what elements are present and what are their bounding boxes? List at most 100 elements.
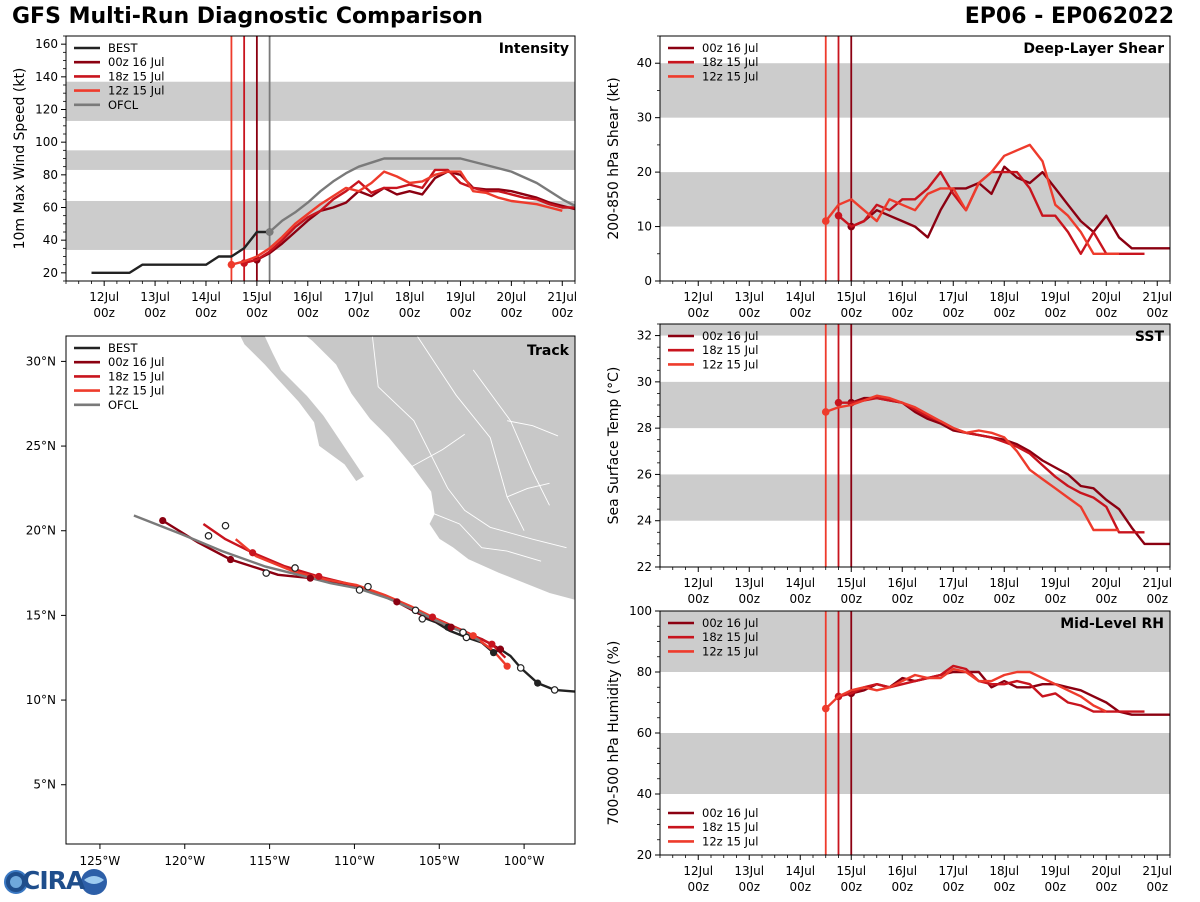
shear-band-1 (660, 63, 1170, 118)
intensity-xtick-label-top: 19Jul (446, 290, 476, 304)
rh-ytick-label: 80 (637, 665, 652, 679)
intensity-band-2 (66, 81, 575, 121)
intensity-ytick-label: 20 (43, 266, 58, 280)
sst-ytick-label: 26 (637, 467, 652, 481)
intensity-panel: 20 40 60 80 100 120 140 160 12Jul 00z 13Jul 00z 14Ju… (12, 35, 577, 320)
track-point-open (516, 664, 525, 672)
sst-xtick-label-top: 14Jul (785, 576, 815, 590)
rh-ytick-label: 20 (637, 848, 652, 862)
track-xtick-label: 105°W (419, 854, 460, 868)
shear-xtick-label-top: 15Jul (836, 290, 866, 304)
track-ytick-label: 5°N (33, 778, 56, 792)
intensity-xtick-label-bottom: 00z (144, 306, 166, 320)
track-ytick-label: 30°N (26, 354, 56, 368)
rh-ytick-label: 100 (629, 604, 652, 618)
sst-marker-2-0 (821, 408, 830, 416)
rh-xtick-label-bottom: 00z (687, 880, 709, 894)
sst-xtick-label-bottom: 00z (1095, 592, 1117, 606)
track-ytick-label: 20°N (26, 524, 56, 538)
shear-xtick-label-bottom: 00z (993, 306, 1015, 320)
rh-xtick-label-bottom: 00z (840, 880, 862, 894)
shear-xtick-label-bottom: 00z (1095, 306, 1117, 320)
sst-series-18z-15-jul (838, 396, 1145, 534)
intensity-ytick-label: 40 (43, 233, 58, 247)
track-point-open (550, 686, 559, 694)
rh-title: Mid-Level RH (1060, 616, 1164, 632)
sst-xtick-label-top: 21Jul (1142, 576, 1172, 590)
intensity-xtick-label-top: 17Jul (344, 290, 374, 304)
shear-ytick-label: 40 (637, 56, 652, 70)
shear-xtick-label-bottom: 00z (789, 306, 811, 320)
rh-xtick-label-bottom: 00z (942, 880, 964, 894)
rh-xtick-label-top: 12Jul (683, 864, 713, 878)
rh-plot-area (660, 611, 1170, 855)
sst-xtick-label-top: 19Jul (1040, 576, 1070, 590)
intensity-ytick-label: 80 (43, 168, 58, 182)
track-ytick-label: 15°N (26, 608, 56, 622)
intensity-series-00z-16-jul (256, 170, 575, 261)
intensity-plot-area (66, 36, 575, 281)
rh-xtick-label-bottom: 00z (993, 880, 1015, 894)
shear-xtick-label-top: 14Jul (785, 290, 815, 304)
intensity-ytick-label: 100 (35, 135, 58, 149)
sst-xtick-label-bottom: 00z (993, 592, 1015, 606)
track-xtick-label: 120°W (164, 854, 205, 868)
intensity-xtick-label-top: 15Jul (242, 290, 272, 304)
sst-xtick-label-bottom: 00z (1146, 592, 1168, 606)
sst-band-1 (660, 381, 1170, 429)
storm-id: EP06 - EP062022 (964, 4, 1174, 29)
sst-legend-label: 00z 16 Jul (702, 329, 759, 343)
rh-lower-legend-label: 12z 15 Jul (702, 834, 759, 848)
track-point-filled (315, 572, 323, 581)
sst-xtick-label-top: 18Jul (989, 576, 1019, 590)
shear-xtick-label-top: 19Jul (1040, 290, 1070, 304)
state-border-5 (507, 420, 559, 437)
shear-xtick-label-top: 20Jul (1091, 290, 1121, 304)
sst-ylabel: Sea Surface Temp (°C) (606, 367, 622, 525)
sst-xtick-label-bottom: 00z (840, 592, 862, 606)
sst-plot-area (660, 324, 1170, 567)
sst-legend-label: 12z 15 Jul (702, 357, 759, 371)
intensity-legend-label: 12z 15 Jul (108, 84, 165, 98)
track-xtick-label: 115°W (249, 854, 290, 868)
track-legend-label: 12z 15 Jul (108, 384, 165, 398)
state-border-0 (371, 336, 449, 489)
track-point-open (262, 569, 271, 577)
sst-xtick-label-top: 17Jul (938, 576, 968, 590)
shear-xtick-label-bottom: 00z (891, 306, 913, 320)
track-frame (65, 335, 576, 845)
shear-series-12z-15-jul (824, 143, 1119, 256)
state-border-3 (447, 488, 567, 549)
rh-lower-legend-label: 18z 15 Jul (702, 820, 759, 834)
intensity-ytick-label: 60 (43, 201, 58, 215)
shear-xtick-label-bottom: 00z (1146, 306, 1168, 320)
sst-xtick-label-bottom: 00z (738, 592, 760, 606)
sst-legend-label: 18z 15 Jul (702, 343, 759, 357)
shear-xtick-label-top: 13Jul (734, 290, 764, 304)
state-border-4 (434, 513, 542, 562)
rh-marker-2-0 (821, 704, 830, 713)
track-xtick-label: 125°W (80, 854, 121, 868)
rh-xtick-label-top: 20Jul (1091, 864, 1121, 878)
rh-xtick-label-bottom: 00z (1146, 880, 1168, 894)
track-point-filled (393, 598, 401, 606)
cira-globe-icon (4, 869, 107, 895)
track-point-filled (447, 623, 455, 631)
rh-series-12z-15-jul (824, 667, 1107, 713)
shear-xtick-label-bottom: 00z (687, 306, 709, 320)
track-point-open (418, 614, 427, 623)
track-ytick-label: 25°N (26, 439, 56, 453)
land-mass-0 (239, 336, 366, 483)
state-border-7 (506, 482, 550, 498)
intensity-xtick-label-top: 20Jul (497, 290, 527, 304)
rh-xtick-label-top: 21Jul (1142, 864, 1172, 878)
track-legend-label: OFCL (108, 398, 139, 412)
sst-ytick-label: 32 (637, 329, 652, 343)
track-point-open (459, 628, 467, 637)
cira-logo: CIRA (4, 866, 108, 898)
